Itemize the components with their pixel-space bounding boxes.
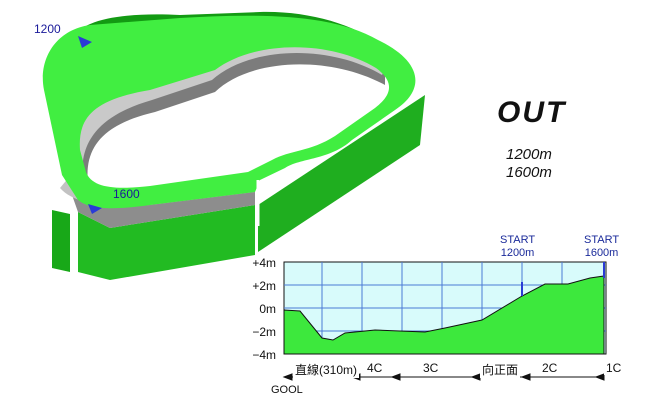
y-tick-plus4: +4m bbox=[252, 256, 276, 270]
elevation-fill bbox=[283, 275, 605, 355]
goal-label: GOOL bbox=[271, 384, 303, 396]
y-tick-minus4: −4m bbox=[252, 348, 276, 362]
marker-1200-label: 1200 bbox=[34, 22, 61, 36]
marker-1600-label: 1600 bbox=[113, 187, 140, 201]
outer-track-side-right bbox=[258, 95, 425, 252]
distance-1600: 1600m bbox=[506, 164, 552, 181]
segment-backstretch: 向正面 bbox=[480, 361, 521, 378]
marker-1600-icon bbox=[88, 204, 102, 214]
segment-3c: 3C bbox=[421, 361, 441, 375]
outer-track-side-front bbox=[78, 205, 255, 280]
segment-2c: 2C bbox=[540, 361, 560, 375]
segment-1c: 1C bbox=[604, 361, 624, 375]
y-tick-0: 0m bbox=[259, 302, 276, 316]
distance-1200: 1200m bbox=[506, 146, 552, 163]
start-1200-label: START 1200m bbox=[500, 234, 536, 259]
y-tick-minus2: −2m bbox=[252, 325, 276, 339]
segment-straight: 直線(310m) bbox=[293, 361, 360, 378]
segment-4c: 4C bbox=[365, 361, 385, 375]
start-1600-label: START 1600m bbox=[584, 234, 620, 259]
marker-1200-icon bbox=[78, 36, 92, 48]
outer-track bbox=[42, 15, 416, 209]
y-tick-plus2: +2m bbox=[252, 279, 276, 293]
course-title: OUT bbox=[497, 96, 567, 129]
outer-track-side bbox=[52, 210, 70, 272]
inner-course-side bbox=[68, 48, 386, 196]
